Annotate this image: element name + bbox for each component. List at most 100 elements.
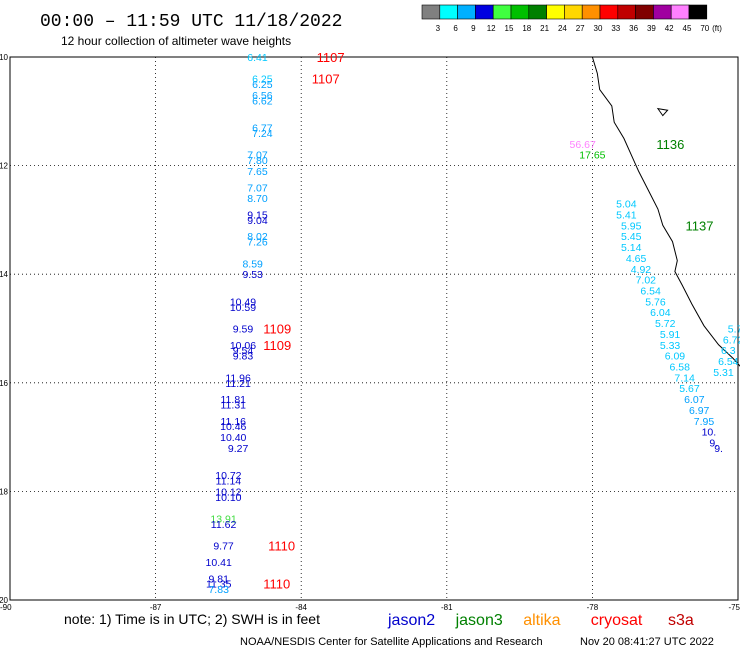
swh-value-label: 7.65 xyxy=(247,166,268,178)
colorbar-tick-label: 70 xyxy=(700,24,709,33)
swh-value-label: 13.91 xyxy=(210,514,236,526)
chart-subtitle: 12 hour collection of altimeter wave hei… xyxy=(61,34,291,48)
swh-value-label: 9.54 xyxy=(233,345,254,357)
legend-altika: altika xyxy=(523,612,560,629)
swh-value-label: 7.24 xyxy=(252,128,273,140)
legend-s3a: s3a xyxy=(668,612,694,629)
colorbar-tick-label: 42 xyxy=(665,24,674,33)
swh-value-label: 9.04 xyxy=(247,215,268,227)
swh-value-label: 6.58 xyxy=(670,362,691,374)
swh-value-label: 10.12 xyxy=(215,486,241,498)
island-outline xyxy=(656,107,669,117)
swh-value-label: 7.07 xyxy=(247,150,268,162)
colorbar-tick-label: 33 xyxy=(611,24,620,33)
swh-value-label: 11.96 xyxy=(225,372,251,384)
colorbar-swatch xyxy=(546,4,565,20)
swh-value-label: 7.07 xyxy=(247,182,268,194)
y-tick-label: -18 xyxy=(0,487,9,496)
swh-value-label: 5.91 xyxy=(660,329,681,341)
data-points: 6.416.256.256.566.626.777.247.077.807.65… xyxy=(206,52,740,596)
swh-value-label: 7.26 xyxy=(247,237,268,249)
y-tick-label: -12 xyxy=(0,162,9,171)
colorbar-unit: (ft) xyxy=(712,24,722,33)
swh-value-label: 8.59 xyxy=(242,258,263,270)
colorbar-tick-label: 30 xyxy=(594,24,603,33)
y-tick-label: -16 xyxy=(0,379,9,388)
swh-value-label: 10.40 xyxy=(220,432,246,444)
colorbar-tick-label: 45 xyxy=(683,24,692,33)
swh-value-label: 6.54 xyxy=(718,356,739,368)
colorbar-swatch xyxy=(510,4,530,20)
swh-value-label: 7.83 xyxy=(208,584,229,596)
colorbar-tick-label: 21 xyxy=(540,24,549,33)
swh-value-label: 6.09 xyxy=(665,351,686,363)
swh-value-label: 5.72 xyxy=(655,318,676,330)
legend-jason2: jason2 xyxy=(387,612,435,629)
swh-value-label: 6.07 xyxy=(684,394,705,406)
swh-value-label: 9.59 xyxy=(233,324,254,336)
swh-value-label: 6.62 xyxy=(252,95,273,107)
footer-timestamp: Nov 20 08:41:27 UTC 2022 xyxy=(580,636,714,648)
y-tick-label: -10 xyxy=(0,53,9,62)
swh-value-label: 9.53 xyxy=(242,269,263,281)
x-tick-label: -84 xyxy=(295,603,307,612)
swh-value-label: 10.49 xyxy=(230,296,256,308)
time-annotation: 1137 xyxy=(685,218,713,233)
swh-value-label: 11.81 xyxy=(221,394,247,406)
colorbar-swatch xyxy=(599,4,619,20)
swh-value-label: 5.33 xyxy=(660,340,681,352)
time-annotation: 1107 xyxy=(317,50,345,65)
chart-title: 00:00 – 11:59 UTC 11/18/2022 xyxy=(40,12,342,32)
swh-value-label: 6.25 xyxy=(252,79,273,91)
swh-value-label: 9. xyxy=(714,443,723,455)
legend-jason3: jason3 xyxy=(455,612,503,629)
swh-value-label: 7.80 xyxy=(247,155,268,167)
swh-value-label: 11.21 xyxy=(225,378,251,390)
colorbar-tick-label: 39 xyxy=(647,24,656,33)
grid xyxy=(10,57,738,600)
swh-value-label: 9.15 xyxy=(247,209,268,221)
swh-value-label: 9.27 xyxy=(228,443,249,455)
axis-ticks: -90 -87 -84 -81 -78 -75 -10 -12 -14 -16 -18 -20 xyxy=(0,53,740,612)
swh-value-label: 9. xyxy=(709,438,718,450)
time-annotation: 1110 xyxy=(268,539,295,554)
colorbar-swatch xyxy=(688,4,708,20)
colorbar-tick-label: 15 xyxy=(505,24,514,33)
swh-value-label: 6.41 xyxy=(247,52,268,64)
colorbar-swatch xyxy=(492,4,512,20)
time-annotation: 1107 xyxy=(312,72,340,87)
swh-value-label: 6.97 xyxy=(689,405,710,417)
swh-value-label: 8.02 xyxy=(247,231,268,243)
swh-value-label: 4.92 xyxy=(631,264,652,276)
swh-value-label: 10.46 xyxy=(220,421,246,433)
legend-note: note: 1) Time is in UTC; 2) SWH is in fe… xyxy=(64,611,320,627)
swh-value-label: 10.41 xyxy=(206,557,232,569)
colorbar-tick-label: 9 xyxy=(471,24,476,33)
swh-value-label: 6.72 xyxy=(723,334,740,346)
swh-value-label: 10.72 xyxy=(215,470,241,482)
colorbar-tick-label: 12 xyxy=(487,24,496,33)
colorbar-swatch xyxy=(670,4,690,20)
plot-area xyxy=(9,56,739,601)
coastline xyxy=(591,56,740,367)
swh-value-label: 10.06 xyxy=(230,340,256,352)
colorbar-tick-label: 36 xyxy=(629,24,638,33)
swh-value-label: 4.65 xyxy=(626,253,647,265)
satellite-legend: jason2 jason3 altika cryosat s3a xyxy=(387,612,694,629)
swh-value-label: 56.67 xyxy=(570,139,596,151)
colorbar-swatch xyxy=(564,4,583,20)
time-annotation: 1110 xyxy=(263,577,290,592)
y-tick-label: -14 xyxy=(0,270,9,279)
swh-value-label: 7.02 xyxy=(636,275,657,287)
colorbar-tick-label: 3 xyxy=(436,24,441,33)
swh-value-label: 6.3 xyxy=(721,345,736,357)
colorbar-tick-label: 6 xyxy=(453,24,458,33)
colorbar-tick-label: 24 xyxy=(558,24,567,33)
swh-value-label: 6.56 xyxy=(252,90,273,102)
swh-value-label: 17.65 xyxy=(579,150,605,162)
colorbar: 3 6 9 12 15 18 21 24 27 30 33 36 39 42 45 70 (ft) xyxy=(421,4,722,33)
swh-value-label: 7.95 xyxy=(694,416,715,428)
